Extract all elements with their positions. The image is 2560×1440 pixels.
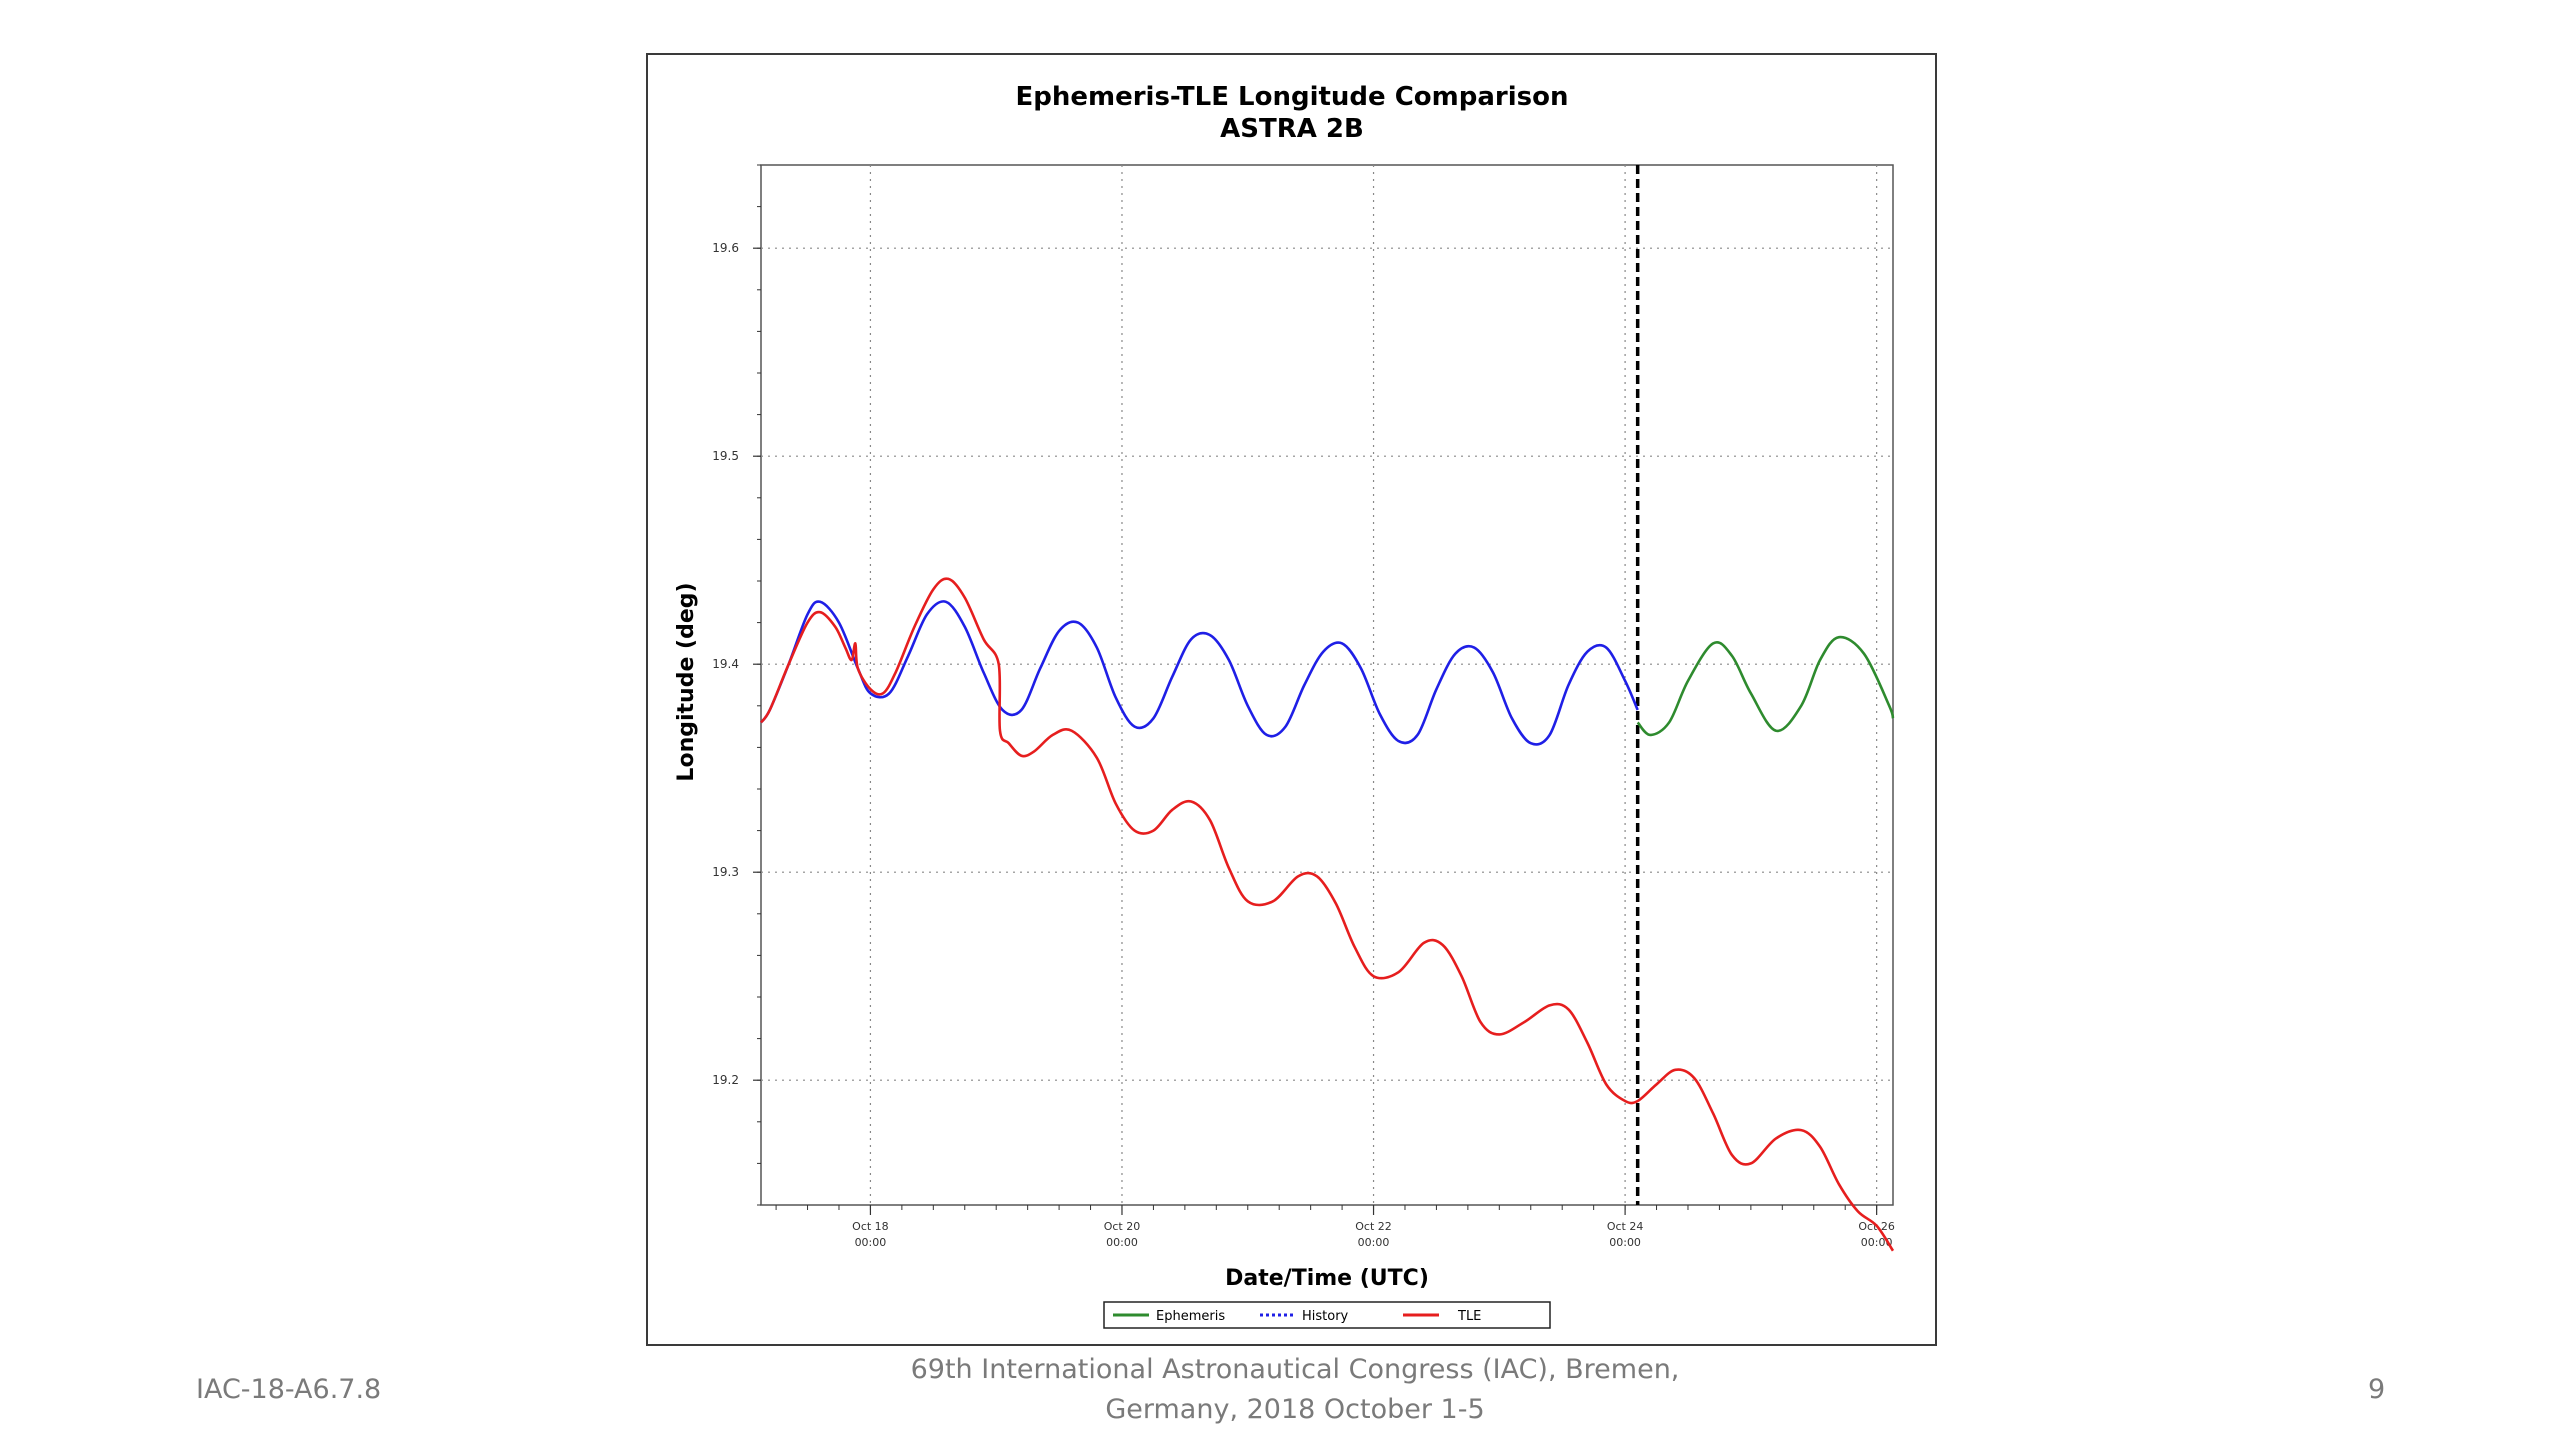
- legend-label-tle: TLE: [1457, 1309, 1481, 1324]
- y-tick-label: 19.3: [712, 865, 739, 879]
- x-tick-label: Oct 18: [852, 1220, 889, 1233]
- footer-paper-id: IAC-18-A6.7.8: [196, 1374, 382, 1405]
- y-tick-label: 19.2: [712, 1073, 739, 1087]
- series-line-tle: [759, 577, 1895, 1252]
- chart-panel: Ephemeris-TLE Longitude Comparison ASTRA…: [646, 53, 1937, 1346]
- x-tick-label: 00:00: [1358, 1236, 1390, 1249]
- chart-svg: Ephemeris-TLE Longitude Comparison ASTRA…: [674, 82, 1895, 1329]
- legend: Ephemeris History TLE: [1103, 1301, 1551, 1329]
- x-tick-label: 00:00: [855, 1236, 887, 1249]
- axis-ticks: 19.2 19.3 19.4 19.5 19.6 Oct 18 00:00 Oct 20 00:…: [712, 164, 1895, 1249]
- y-tick-label: 19.6: [712, 241, 739, 255]
- x-tick-label: Oct 24: [1607, 1220, 1644, 1233]
- x-tick-label: Oct 20: [1104, 1220, 1141, 1233]
- plot-area: [760, 164, 1894, 1206]
- chart-title: Ephemeris-TLE Longitude Comparison: [1015, 82, 1568, 112]
- chart-subtitle: ASTRA 2B: [1220, 114, 1364, 144]
- x-tick-label: Oct 22: [1355, 1220, 1392, 1233]
- series-layer: [759, 577, 1895, 1252]
- grid-lines: [761, 165, 1893, 1205]
- legend-box: [1103, 1301, 1551, 1329]
- footer-conference-line2: Germany, 2018 October 1-5: [1105, 1394, 1485, 1425]
- y-tick-label: 19.5: [712, 449, 739, 463]
- footer-conference: 69th International Astronautical Congres…: [880, 1350, 1710, 1430]
- y-axis-label: Longitude (deg): [674, 582, 699, 781]
- footer-conference-line1: 69th International Astronautical Congres…: [910, 1354, 1680, 1385]
- series-line-history: [759, 600, 1639, 746]
- x-axis-label: Date/Time (UTC): [1225, 1266, 1429, 1291]
- series-line-ephemeris: [1636, 635, 1895, 737]
- legend-label-ephemeris: Ephemeris: [1156, 1309, 1225, 1324]
- x-tick-label: 00:00: [1106, 1236, 1138, 1249]
- page-number: 9: [2368, 1374, 2386, 1405]
- y-tick-label: 19.4: [712, 657, 739, 671]
- legend-label-history: History: [1302, 1309, 1349, 1324]
- x-tick-label: 00:00: [1609, 1236, 1641, 1249]
